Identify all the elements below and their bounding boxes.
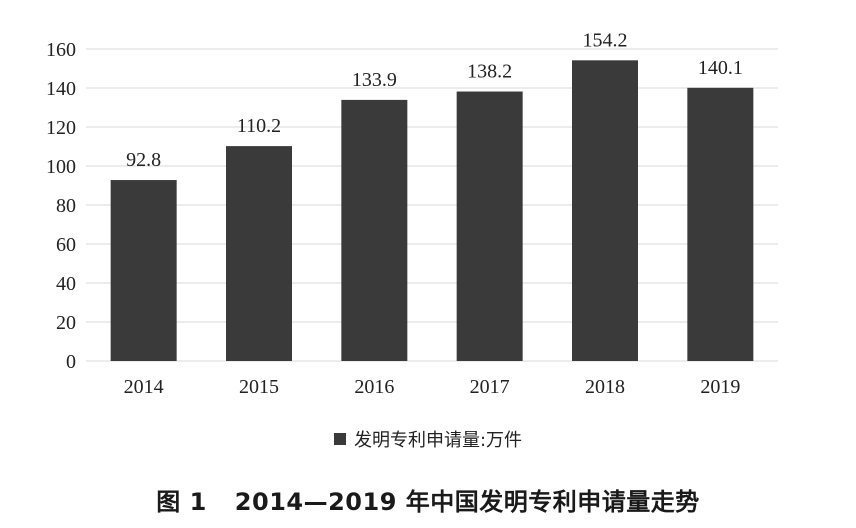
data-label-2015: 110.2 bbox=[237, 115, 281, 137]
figure-caption: 图 1 2014—2019 年中国发明专利申请量走势 bbox=[0, 482, 856, 517]
bar-2017 bbox=[456, 91, 523, 361]
x-tick-label-2014: 2014 bbox=[124, 376, 164, 398]
data-labels: 92.8 110.2 133.9 138.2 154.2 140.1 bbox=[126, 29, 743, 171]
y-tick-label: 160 bbox=[46, 39, 76, 61]
bar-2019 bbox=[687, 87, 754, 362]
y-tick-label: 0 bbox=[66, 351, 76, 373]
bars bbox=[110, 60, 754, 362]
figure-title: 2014—2019 年中国发明专利申请量走势 bbox=[234, 488, 700, 516]
figure-number: 图 1 bbox=[156, 488, 207, 516]
bar-2015 bbox=[226, 146, 292, 361]
y-axis-tick-labels: 0 20 40 60 80 100 120 140 160 bbox=[46, 39, 76, 373]
y-tick-label: 140 bbox=[46, 78, 76, 100]
y-tick-label: 100 bbox=[46, 156, 76, 178]
legend: 发明专利申请量:万件 bbox=[0, 426, 856, 452]
gridlines bbox=[86, 48, 778, 362]
data-label-2019: 140.1 bbox=[698, 57, 743, 79]
x-tick-label-2016: 2016 bbox=[354, 376, 394, 398]
bar-chart: 0 20 40 60 80 100 120 140 160 92.8 110.2 133.9 138.… bbox=[46, 29, 778, 398]
data-label-2017: 138.2 bbox=[467, 61, 512, 83]
legend-swatch bbox=[333, 433, 346, 445]
x-axis-tick-labels: 2014 2015 2016 2017 2018 2019 bbox=[124, 376, 741, 398]
bar-2016 bbox=[341, 99, 408, 362]
legend-label: 发明专利申请量:万件 bbox=[353, 430, 523, 451]
x-tick-label-2015: 2015 bbox=[239, 376, 279, 398]
y-tick-label: 20 bbox=[56, 312, 76, 334]
y-tick-label: 120 bbox=[46, 117, 76, 139]
y-tick-label: 60 bbox=[56, 234, 76, 256]
bar-2014 bbox=[110, 180, 177, 361]
data-label-2016: 133.9 bbox=[352, 69, 397, 91]
y-tick-label: 80 bbox=[56, 195, 76, 217]
data-label-2014: 92.8 bbox=[126, 149, 161, 171]
bar-2018 bbox=[572, 60, 638, 362]
x-tick-label-2018: 2018 bbox=[585, 376, 625, 398]
x-tick-label-2019: 2019 bbox=[700, 376, 740, 398]
y-tick-label: 40 bbox=[56, 273, 76, 295]
x-tick-label-2017: 2017 bbox=[470, 376, 510, 398]
data-label-2018: 154.2 bbox=[583, 29, 628, 51]
